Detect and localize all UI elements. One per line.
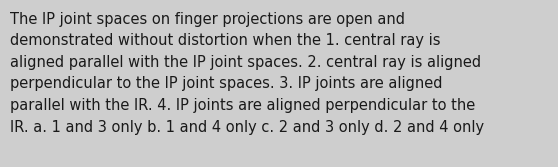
Text: The IP joint spaces on finger projections are open and
demonstrated without dist: The IP joint spaces on finger projection… <box>10 12 484 135</box>
